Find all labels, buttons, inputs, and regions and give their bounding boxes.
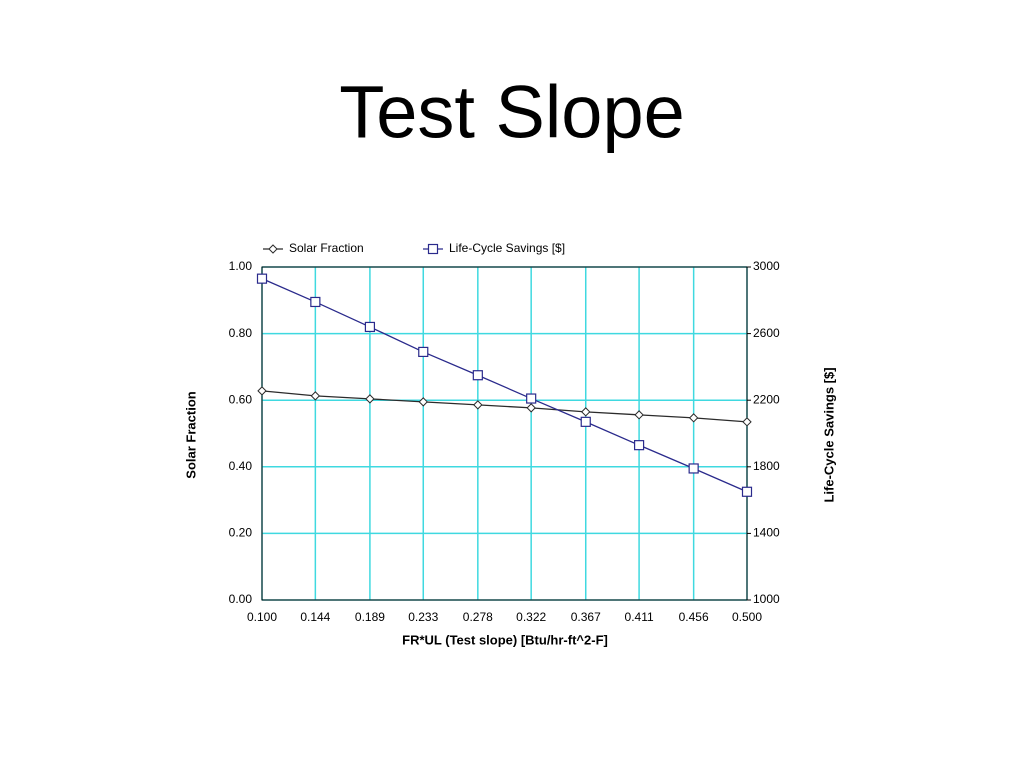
y2-tick-label: 1000 — [753, 592, 780, 606]
data-point — [418, 397, 428, 407]
legend-label: Life-Cycle Savings [$] — [449, 241, 565, 255]
data-point — [257, 386, 267, 396]
y-tick-label: 0.00 — [229, 592, 253, 606]
x-tick-label: 0.322 — [516, 610, 546, 624]
x-tick-label: 0.456 — [679, 610, 709, 624]
x-tick-label: 0.367 — [571, 610, 601, 624]
data-point — [688, 463, 699, 474]
data-point — [526, 393, 537, 404]
y-axis-label: Solar Fraction — [183, 391, 198, 478]
data-point — [472, 370, 483, 381]
y2-tick-label: 1400 — [753, 526, 780, 540]
data-point — [741, 486, 753, 497]
y2-tick-label: 2200 — [753, 392, 780, 406]
x-tick-label: 0.278 — [463, 610, 493, 624]
data-point — [473, 400, 483, 410]
data-point — [580, 416, 591, 427]
x-tick-label: 0.500 — [732, 610, 762, 624]
data-point — [310, 296, 321, 308]
x-tick-label: 0.100 — [247, 610, 277, 624]
slide-title: Test Slope — [339, 71, 685, 154]
data-point — [418, 346, 429, 358]
data-point — [364, 321, 376, 333]
x-tick-label: 0.144 — [300, 610, 330, 624]
y2-tick-label: 3000 — [753, 259, 780, 273]
y2-tick-label: 1800 — [753, 459, 780, 473]
legend-label: Solar Fraction — [289, 241, 364, 255]
x-tick-label: 0.411 — [625, 610, 654, 624]
y-tick-label: 0.40 — [229, 459, 253, 473]
legend-marker — [427, 243, 439, 255]
y-tick-label: 0.60 — [229, 392, 253, 406]
y-tick-label: 0.20 — [229, 526, 253, 540]
plot-frame — [261, 266, 748, 601]
x-tick-label: 0.189 — [355, 610, 385, 624]
data-point — [526, 403, 536, 413]
data-point — [688, 413, 699, 423]
data-point — [581, 407, 591, 417]
y-tick-label: 1.00 — [229, 259, 253, 273]
data-point — [742, 417, 752, 427]
y2-tick-label: 2600 — [753, 326, 780, 340]
legend-marker — [268, 244, 278, 254]
data-point — [365, 394, 375, 404]
y2-axis-label: Life-Cycle Savings [$] — [821, 367, 836, 502]
x-axis-label: FR*UL (Test slope) [Btu/hr-ft^2-F] — [402, 632, 608, 647]
x-tick-label: 0.233 — [408, 610, 438, 624]
series-line — [261, 390, 748, 423]
data-point — [633, 440, 645, 451]
data-point — [256, 273, 268, 284]
data-point — [634, 410, 644, 420]
data-point — [310, 391, 321, 401]
y-tick-label: 0.80 — [229, 326, 253, 340]
series-line — [261, 278, 748, 493]
